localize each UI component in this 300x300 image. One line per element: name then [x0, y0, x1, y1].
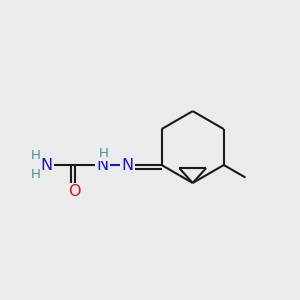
Text: N: N: [97, 158, 109, 172]
Text: N: N: [122, 158, 134, 172]
Text: H: H: [31, 168, 40, 181]
Text: O: O: [68, 184, 81, 199]
Text: H: H: [31, 149, 40, 162]
Text: H: H: [98, 147, 108, 160]
Text: N: N: [41, 158, 53, 172]
